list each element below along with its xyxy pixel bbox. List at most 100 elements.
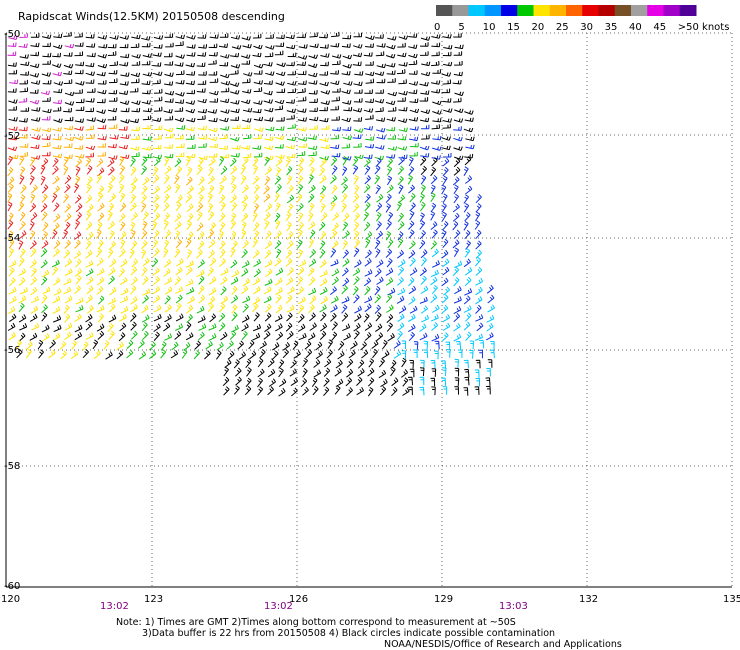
- wind-barb: [108, 203, 115, 213]
- wind-barb: [163, 193, 170, 204]
- wind-barb: [453, 146, 463, 151]
- wind-barb: [408, 249, 416, 259]
- wind-barb: [219, 221, 226, 232]
- wind-barb: [108, 97, 118, 102]
- wind-barb: [419, 323, 427, 332]
- wind-barb: [86, 88, 96, 93]
- wind-barb: [59, 340, 67, 350]
- wind-barb: [197, 125, 207, 131]
- wind-barb: [445, 341, 451, 351]
- wind-barb: [408, 33, 418, 38]
- legend-swatch: [533, 5, 551, 16]
- wind-barb: [196, 202, 204, 212]
- wind-barb: [107, 220, 115, 230]
- wind-barb: [97, 143, 107, 148]
- wind-barb: [453, 193, 460, 204]
- wind-barb: [85, 249, 93, 259]
- wind-barb: [324, 358, 332, 368]
- wind-barb: [118, 267, 125, 278]
- wind-barb: [42, 60, 51, 65]
- wind-barb: [252, 145, 262, 150]
- wind-barb: [196, 269, 205, 278]
- wind-barb: [331, 54, 342, 59]
- wind-barb: [52, 153, 63, 159]
- wind-barb: [29, 63, 40, 69]
- wind-barb: [19, 151, 29, 157]
- wind-barb: [19, 248, 26, 258]
- wind-barb: [286, 312, 293, 322]
- wind-barb: [120, 134, 130, 140]
- wind-barb: [309, 312, 316, 322]
- wind-barb: [220, 295, 229, 305]
- wind-barb: [311, 377, 318, 387]
- wind-barb: [19, 287, 28, 295]
- wind-barb: [64, 101, 75, 106]
- wind-barb: [397, 52, 407, 58]
- wind-barb: [253, 87, 263, 92]
- wind-barb: [431, 260, 440, 268]
- wind-barb: [387, 211, 394, 222]
- wind-barb: [387, 36, 397, 41]
- wind-barb: [264, 312, 272, 322]
- wind-barb: [452, 79, 462, 85]
- legend-swatch: [468, 5, 486, 16]
- wind-barb: [419, 230, 426, 240]
- wind-barb: [186, 203, 194, 213]
- wind-barb: [41, 240, 49, 249]
- wind-barb: [390, 366, 396, 377]
- wind-barb: [313, 359, 321, 368]
- wind-barb: [8, 267, 15, 277]
- wind-barb: [153, 304, 162, 313]
- wind-barb: [219, 117, 229, 123]
- wind-barb: [31, 107, 41, 112]
- wind-barb: [420, 256, 427, 267]
- wind-barb: [219, 194, 226, 204]
- wind-barb: [396, 249, 404, 259]
- wind-barb: [420, 36, 431, 41]
- wind-barb: [130, 166, 137, 176]
- wind-barb: [175, 70, 185, 76]
- wind-barb: [275, 81, 285, 86]
- wind-barb: [374, 174, 380, 185]
- wind-barb: [319, 304, 327, 313]
- wind-barb: [216, 350, 222, 360]
- wind-barb: [487, 304, 495, 313]
- wind-barb: [229, 194, 237, 204]
- wind-barb: [142, 294, 149, 304]
- wind-barb: [453, 306, 462, 315]
- wind-barb: [420, 201, 426, 212]
- wind-barb: [401, 340, 407, 350]
- wind-barb: [382, 350, 390, 359]
- wind-barb: [96, 229, 102, 239]
- wind-barb: [253, 194, 260, 204]
- wind-barb: [19, 79, 28, 85]
- wind-barb: [307, 135, 317, 140]
- wind-barb: [342, 212, 350, 222]
- wind-barb: [352, 193, 360, 203]
- wind-barb: [20, 107, 30, 112]
- wind-barb: [241, 268, 249, 277]
- wind-barb: [293, 350, 301, 359]
- wind-barb: [308, 258, 317, 267]
- wind-barb: [18, 295, 27, 304]
- wind-barb: [374, 239, 381, 249]
- wind-barb: [365, 43, 374, 48]
- wind-barb: [198, 194, 204, 204]
- wind-barb: [209, 34, 219, 39]
- wind-barb: [308, 72, 318, 78]
- wind-barb: [420, 71, 431, 77]
- wind-barb: [74, 32, 83, 38]
- wind-barb: [274, 144, 284, 149]
- wind-barb: [186, 89, 196, 95]
- wind-barb: [331, 222, 339, 232]
- wind-barb: [430, 174, 438, 185]
- wind-barb: [63, 286, 72, 295]
- wind-barb: [75, 258, 82, 268]
- wind-barb: [229, 330, 237, 340]
- wind-barb: [18, 43, 28, 48]
- wind-barb: [375, 107, 384, 113]
- wind-barb: [198, 285, 205, 295]
- wind-barb: [341, 267, 349, 277]
- wind-barb: [352, 107, 363, 113]
- wind-barb: [29, 220, 35, 231]
